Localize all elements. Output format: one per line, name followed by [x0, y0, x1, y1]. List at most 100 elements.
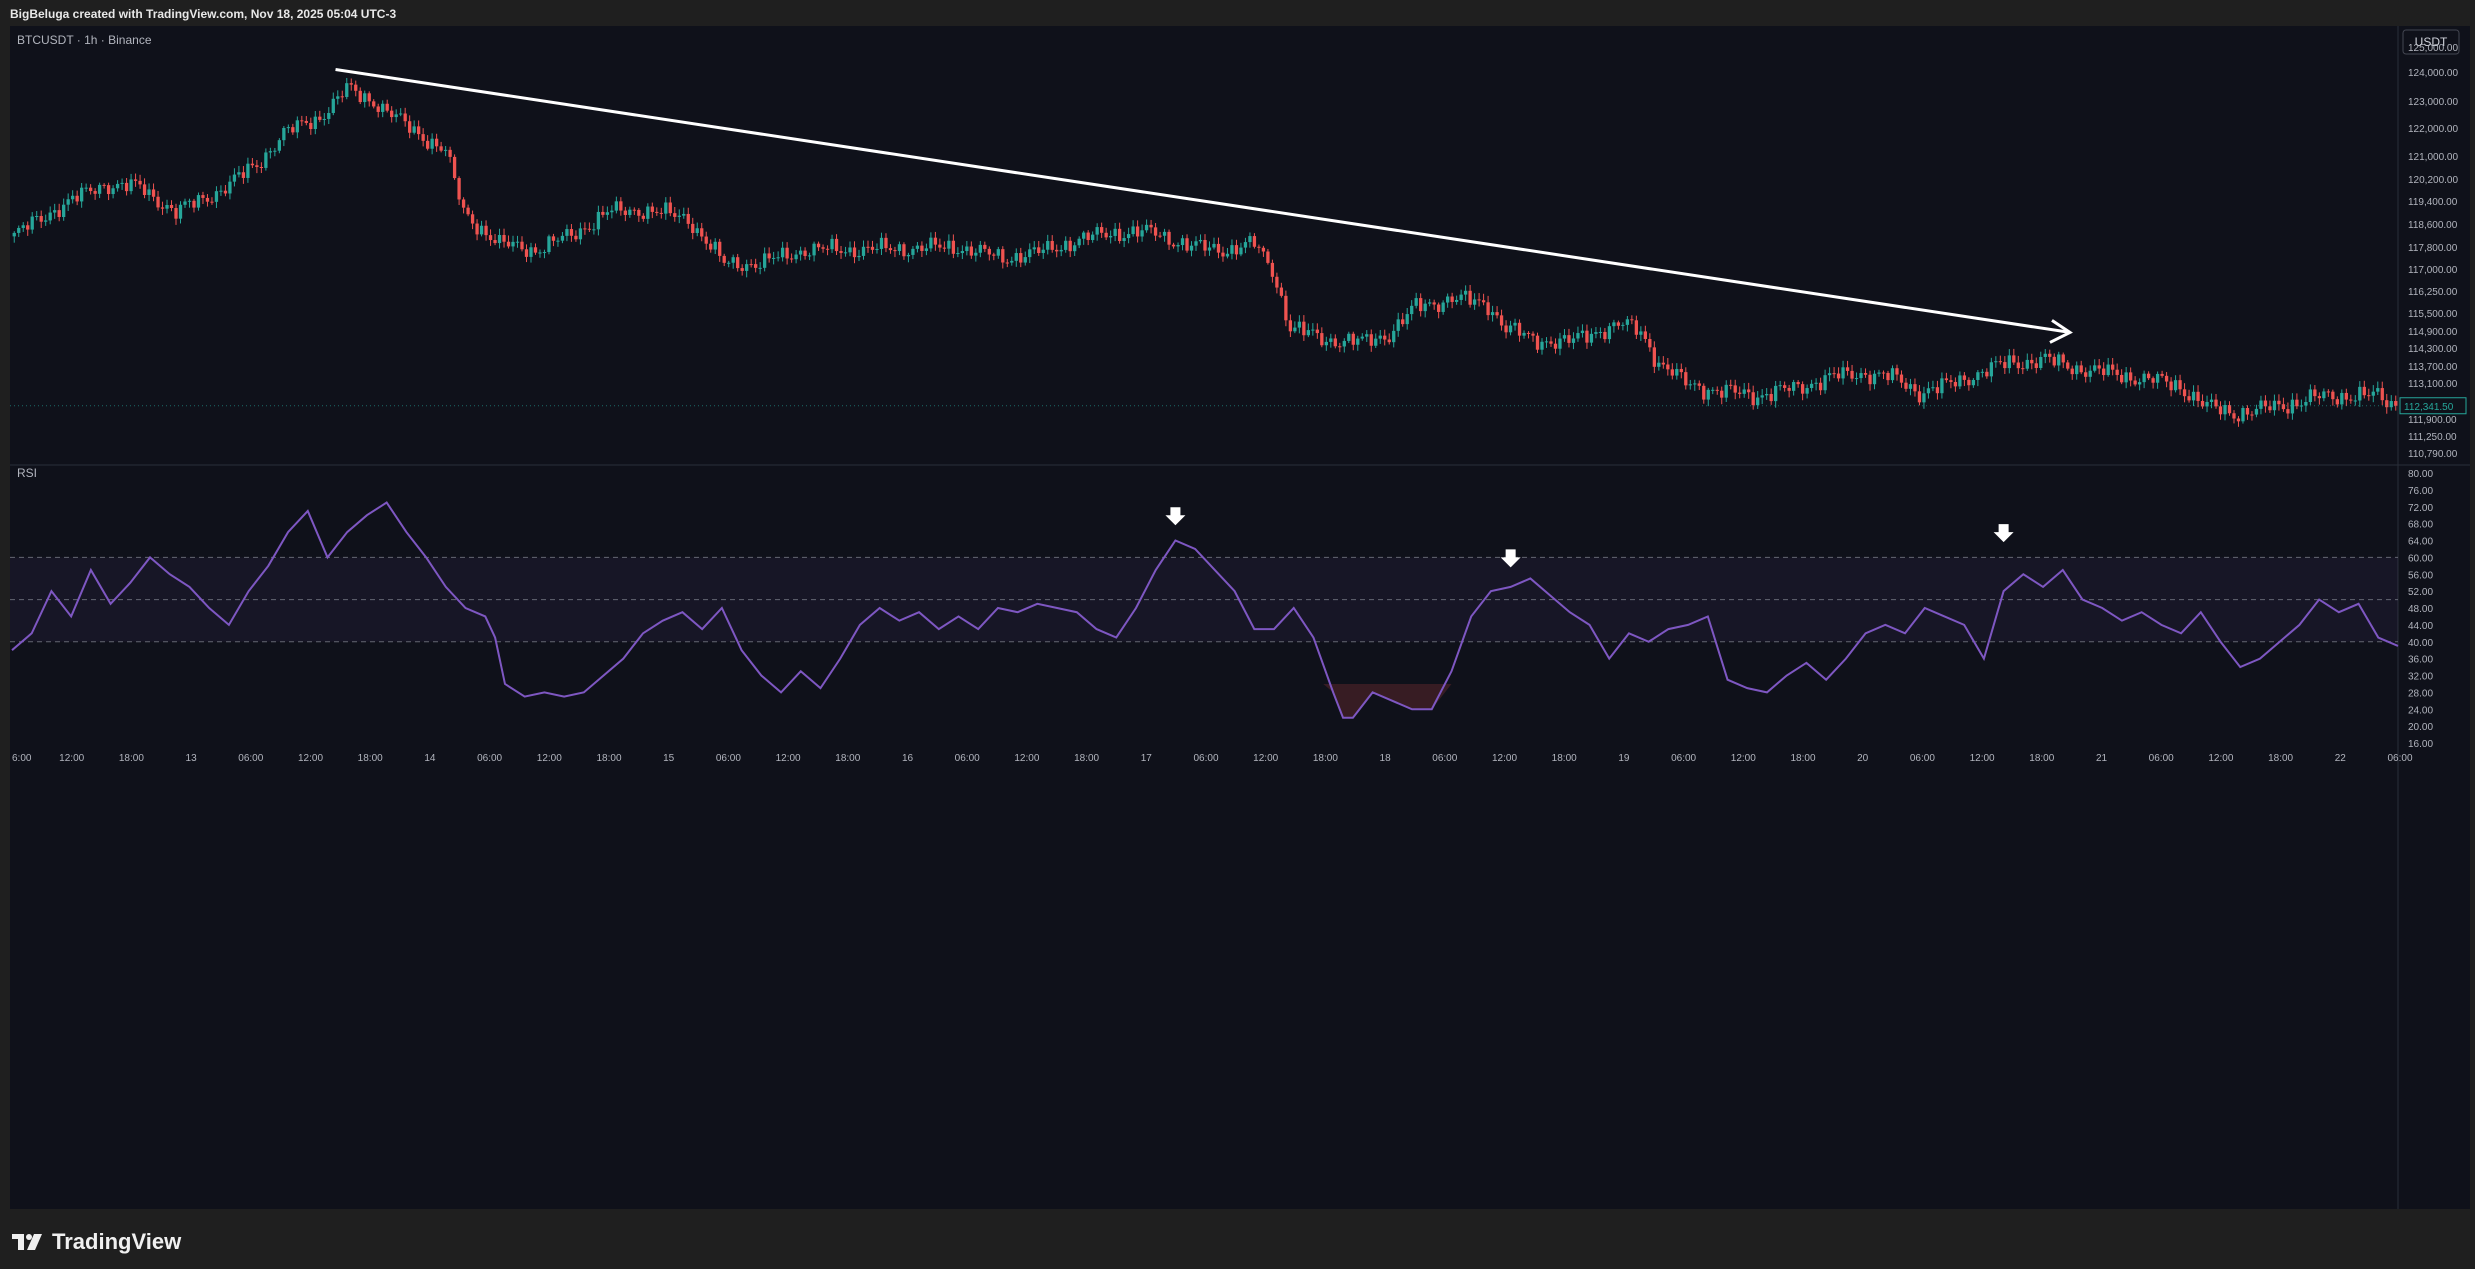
candle-body — [578, 228, 583, 240]
candle-body — [1356, 338, 1360, 345]
candle-body — [1176, 245, 1180, 247]
candle-body — [97, 184, 102, 194]
candle-body — [520, 241, 524, 250]
candle-body — [2151, 378, 2155, 383]
candle-body — [1913, 384, 1917, 392]
candle-body — [53, 210, 57, 213]
candle-body — [2308, 389, 2313, 402]
candle-body — [2227, 405, 2232, 414]
rsi-tick-label: 56.00 — [2408, 570, 2433, 581]
candle-body — [1940, 378, 1944, 394]
candle-body — [178, 204, 183, 219]
time-tick-label: 06:00 — [2387, 753, 2412, 764]
candle-body — [771, 257, 776, 259]
candle-body — [740, 268, 744, 271]
rsi-line[interactable] — [11, 501, 2399, 719]
candle-body — [1410, 305, 1414, 315]
candle-body — [1607, 326, 1612, 340]
candle-body — [2120, 374, 2124, 383]
candle-body — [812, 243, 816, 256]
candle-body — [1477, 299, 1481, 301]
candle-body — [1419, 298, 1423, 312]
price-tick-label: 125,000.00 — [2408, 43, 2458, 54]
candle-body — [1598, 331, 1603, 333]
tradingview-logo[interactable]: TradingView — [12, 1229, 181, 1255]
candle-body — [205, 197, 210, 202]
candle-body — [2169, 381, 2173, 391]
candle-body — [2259, 400, 2263, 409]
chart-area[interactable]: BTCUSDT · 1h · Binance RSI USDT 125,000.00 1… — [10, 26, 2470, 1209]
price-tick-label: 124,000.00 — [2408, 68, 2458, 79]
candle-body — [1239, 247, 1243, 255]
candle-body — [1423, 303, 1427, 312]
candle-body — [1675, 368, 1679, 376]
candle-body — [1288, 320, 1293, 332]
candle-body — [1499, 315, 1504, 326]
candle-body — [2115, 369, 2119, 375]
candle-body — [767, 253, 771, 259]
candle-body — [628, 209, 632, 215]
candle-body — [237, 172, 241, 175]
candle-body — [659, 212, 663, 214]
symbol-label[interactable]: BTCUSDT · 1h · Binance — [17, 33, 152, 47]
candle-body — [700, 228, 704, 237]
candle-body — [1342, 340, 1346, 347]
candle-body — [1549, 341, 1553, 344]
candle-body — [1266, 251, 1270, 263]
candle-body — [1854, 378, 1859, 380]
candle-body — [745, 264, 749, 271]
currency-button[interactable] — [2402, 29, 2460, 55]
candle-body — [1135, 226, 1140, 237]
candle-body — [1082, 232, 1086, 239]
candle-body — [2250, 414, 2254, 416]
candle-body — [367, 93, 371, 102]
candle-body — [1989, 362, 1993, 377]
candle-body — [439, 146, 443, 151]
candle-body — [250, 163, 255, 166]
candle-body — [286, 127, 290, 129]
candle-body — [246, 163, 250, 178]
candle-body — [1037, 247, 1041, 253]
candle-body — [1688, 384, 1692, 386]
candle-body — [623, 210, 627, 215]
candle-body — [1001, 249, 1005, 263]
candle-body — [1243, 242, 1248, 248]
candle-body — [1679, 368, 1683, 373]
time-tick-label: 18:00 — [2029, 753, 2054, 764]
candle-body — [798, 250, 803, 255]
candle-body — [686, 213, 690, 224]
time-tick-label: 18:00 — [1074, 753, 1099, 764]
candle-body — [2039, 356, 2043, 368]
time-tick-label: 06:00 — [1193, 753, 1218, 764]
candle-body — [2137, 382, 2142, 385]
candle-body — [268, 151, 273, 153]
candle-body — [1445, 296, 1450, 303]
rsi-tick-label: 68.00 — [2408, 520, 2433, 531]
candle-body — [1068, 240, 1072, 252]
candle-body — [920, 245, 924, 251]
candle-body — [1702, 385, 1706, 400]
candle-body — [677, 215, 681, 217]
candle-body — [192, 200, 196, 208]
time-tick-label: 22 — [2335, 753, 2347, 764]
rsi-tick-label: 20.00 — [2408, 722, 2433, 733]
trendline[interactable] — [335, 68, 2071, 334]
candle-body — [124, 182, 129, 192]
candle-body — [1751, 392, 1755, 406]
candle-body — [1459, 294, 1463, 300]
candle-body — [115, 183, 120, 189]
candle-body — [965, 246, 969, 252]
currency-label[interactable]: USDT — [2415, 35, 2448, 49]
rsi-label[interactable]: RSI — [17, 466, 37, 480]
candle-body — [825, 248, 830, 250]
candle-body — [300, 120, 304, 122]
time-tick-label: 6:00 — [12, 753, 32, 764]
candle-body — [1360, 336, 1364, 339]
candle-body — [596, 211, 601, 230]
time-tick-label: 06:00 — [238, 753, 263, 764]
candle-body — [1486, 302, 1490, 316]
candle-body — [1809, 383, 1814, 389]
candle-body — [2322, 391, 2326, 399]
candle-body — [1405, 314, 1409, 325]
